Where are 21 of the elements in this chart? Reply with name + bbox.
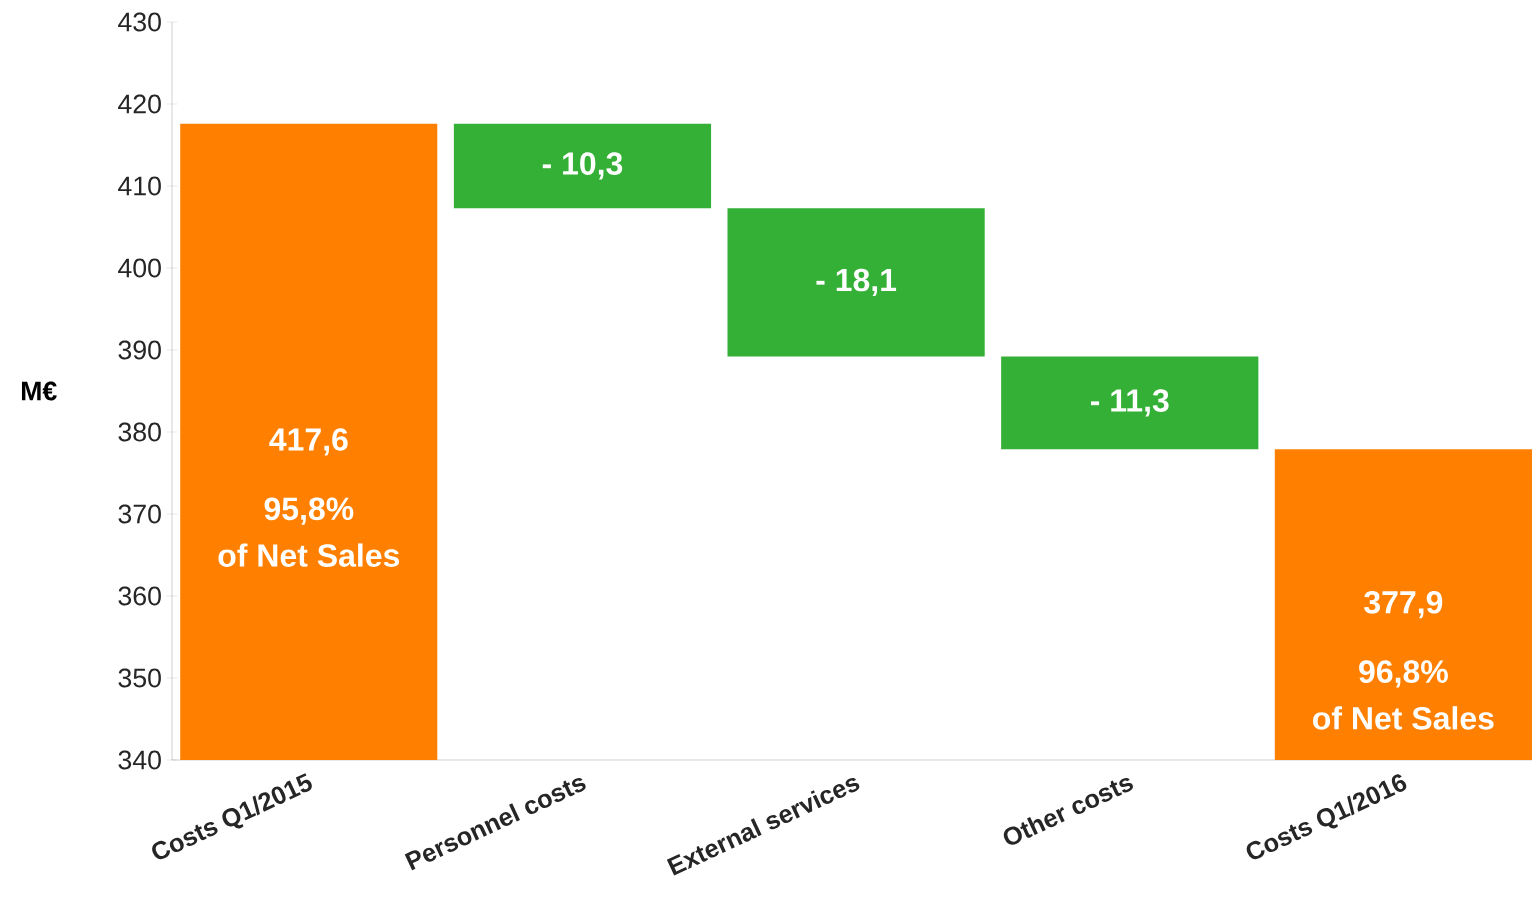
y-tick-label: 340: [118, 750, 161, 770]
y-tick-label: 430: [118, 12, 161, 32]
y-tick-label: 360: [118, 586, 161, 606]
y-tick-label: 420: [118, 94, 161, 114]
x-tick-label: Other costs: [1003, 778, 1133, 845]
annotation: 95,8%: [264, 497, 354, 525]
y-tick-label: 410: [118, 176, 161, 196]
y-tick-label: 380: [118, 422, 161, 442]
data-label: - 10,3: [542, 152, 623, 180]
data-label: - 11,3: [1090, 389, 1169, 417]
annotation: of Net Sales: [218, 543, 400, 567]
data-label: 417,6: [269, 428, 348, 456]
annotation: 96,8%: [1359, 660, 1448, 688]
y-axis-title: M€: [21, 381, 57, 401]
data-label: 377,9: [1364, 590, 1443, 619]
y-tick-label: 390: [118, 340, 161, 360]
data-label: - 18,1: [816, 268, 897, 296]
y-tick-label: 400: [118, 258, 161, 278]
y-tick-label: 350: [118, 668, 161, 688]
y-tick-label: 370: [118, 504, 161, 524]
annotation: of Net Sales: [1313, 706, 1494, 730]
